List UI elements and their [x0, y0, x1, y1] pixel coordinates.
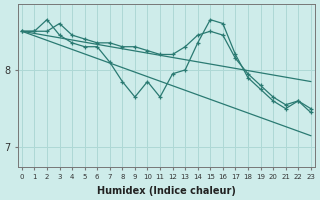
X-axis label: Humidex (Indice chaleur): Humidex (Indice chaleur)	[97, 186, 236, 196]
